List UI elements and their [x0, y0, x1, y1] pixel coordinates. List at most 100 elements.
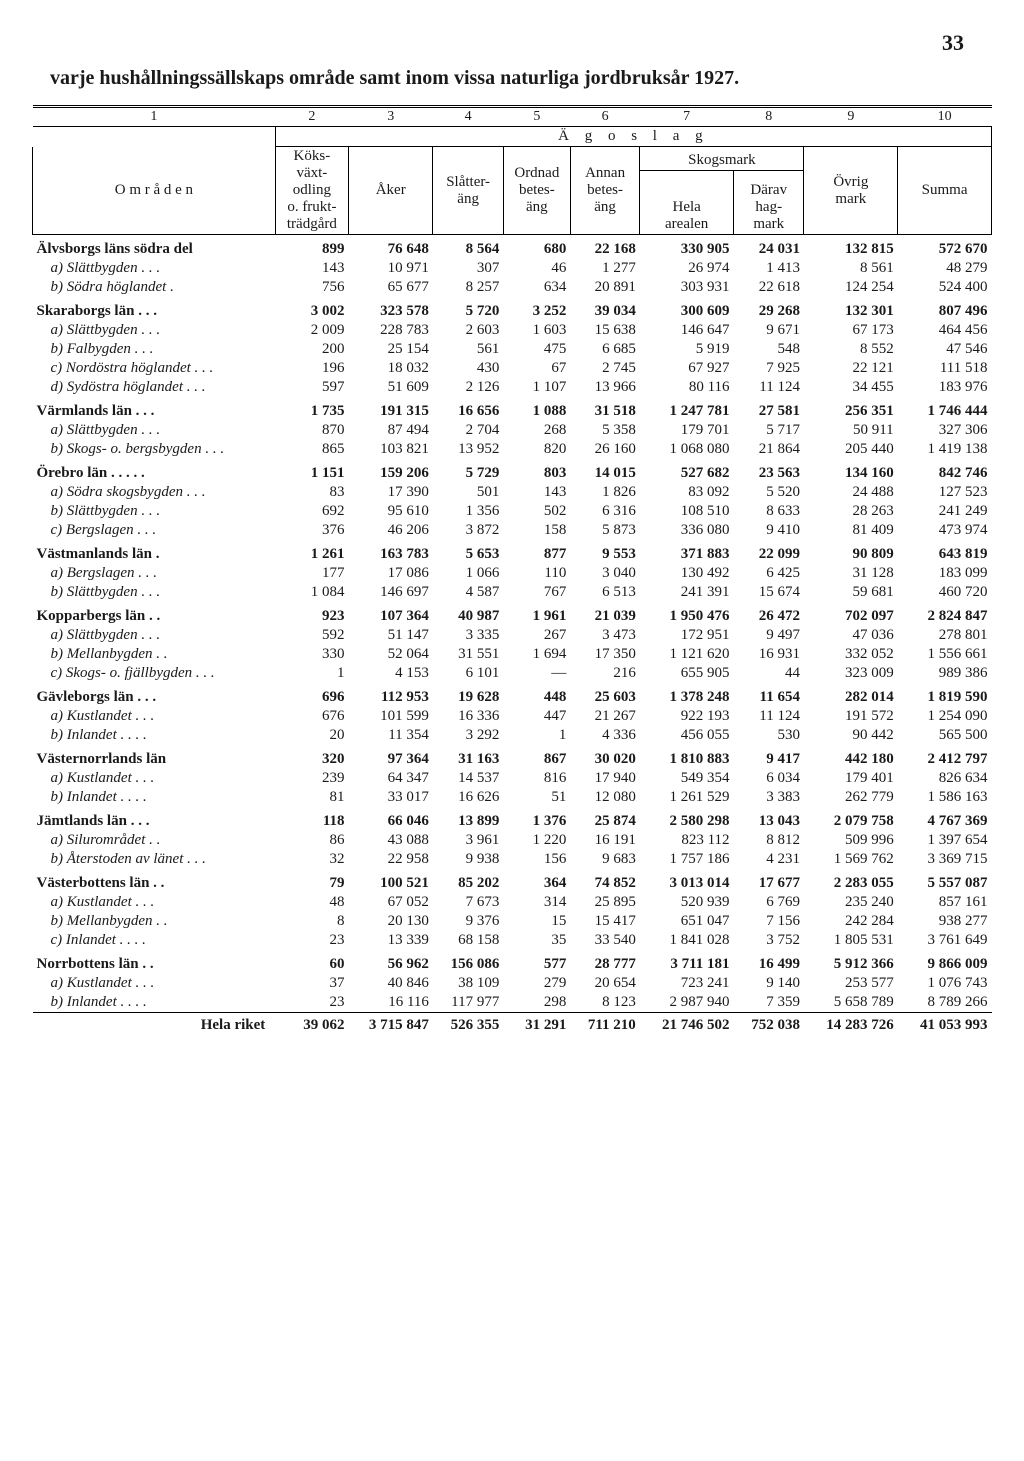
cell: 68 158	[433, 931, 503, 950]
cell: 877	[503, 540, 570, 564]
cell: 23	[275, 993, 348, 1013]
cell: 2 009	[275, 321, 348, 340]
cell: 11 654	[734, 683, 804, 707]
cell: 64 347	[349, 769, 433, 788]
cell: 330 905	[640, 235, 734, 260]
cell: 7 925	[734, 359, 804, 378]
cell: 364	[503, 869, 570, 893]
cell: 6 685	[570, 340, 639, 359]
table-row: Västerbottens län . .79100 52185 2023647…	[33, 869, 992, 893]
cell: 572 670	[898, 235, 992, 260]
header-row: O m r å d e n Köks- växt- odling o. fruk…	[33, 147, 992, 171]
cell: 39 062	[275, 1013, 348, 1036]
cell: 50 911	[804, 421, 898, 440]
cell: 134 160	[804, 459, 898, 483]
cell: 1 757 186	[640, 850, 734, 869]
cell: 475	[503, 340, 570, 359]
cell: 282 014	[804, 683, 898, 707]
cell: 1 261	[275, 540, 348, 564]
cell: 25 895	[570, 893, 639, 912]
cell: 17 086	[349, 564, 433, 583]
cell: 83 092	[640, 483, 734, 502]
cell: 241 249	[898, 502, 992, 521]
cell: 857 161	[898, 893, 992, 912]
table-row: a) Kustlandet . . .4867 0527 67331425 89…	[33, 893, 992, 912]
cell: 100 521	[349, 869, 433, 893]
table-row: a) Slättbygden . . .87087 4942 7042685 3…	[33, 421, 992, 440]
cell: 938 277	[898, 912, 992, 931]
cell: 13 899	[433, 807, 503, 831]
cell: 163 783	[349, 540, 433, 564]
cell: 13 952	[433, 440, 503, 459]
cell: 67 173	[804, 321, 898, 340]
cell: 5 557 087	[898, 869, 992, 893]
cell: 9 410	[734, 521, 804, 540]
cell: 5 729	[433, 459, 503, 483]
table-row: a) Södra skogsbygden . . .8317 390501143…	[33, 483, 992, 502]
cell: 327 306	[898, 421, 992, 440]
cell: 17 940	[570, 769, 639, 788]
cell: 31 291	[503, 1013, 570, 1036]
cell: 303 931	[640, 278, 734, 297]
cell: 159 206	[349, 459, 433, 483]
cell: 19 628	[433, 683, 503, 707]
cell: 40 846	[349, 974, 433, 993]
cell: 90 809	[804, 540, 898, 564]
cell: 37	[275, 974, 348, 993]
cell: 1 121 620	[640, 645, 734, 664]
cell: 807 496	[898, 297, 992, 321]
row-label: a) Slättbygden . . .	[33, 626, 276, 645]
cell: 17 390	[349, 483, 433, 502]
cell: 870	[275, 421, 348, 440]
page-title: varje hushållningssällskaps område samt …	[50, 66, 974, 91]
table-row: a) Kustlandet . . .3740 84638 10927920 6…	[33, 974, 992, 993]
cell: 228 783	[349, 321, 433, 340]
row-label: c) Skogs- o. fjällbygden . . .	[33, 664, 276, 683]
cell: 239	[275, 769, 348, 788]
row-label: Västerbottens län . .	[33, 869, 276, 893]
cell: 16 499	[734, 950, 804, 974]
cell: 24 031	[734, 235, 804, 260]
cell: 65 677	[349, 278, 433, 297]
cell: 8 789 266	[898, 993, 992, 1013]
cell: 6 425	[734, 564, 804, 583]
table-row: c) Bergslagen . . .37646 2063 8721585 87…	[33, 521, 992, 540]
row-label: c) Nordöstra höglandet . . .	[33, 359, 276, 378]
cell: 52 064	[349, 645, 433, 664]
cell: 268	[503, 421, 570, 440]
cell: 9 938	[433, 850, 503, 869]
cell: 527 682	[640, 459, 734, 483]
cell: 158	[503, 521, 570, 540]
cell: 711 210	[570, 1013, 639, 1036]
row-label: b) Södra höglandet .	[33, 278, 276, 297]
cell: 320	[275, 745, 348, 769]
cell: 47 036	[804, 626, 898, 645]
cell: 651 047	[640, 912, 734, 931]
cell: —	[503, 664, 570, 683]
hdr-omraden: O m r å d e n	[33, 147, 276, 235]
cell: 9 376	[433, 912, 503, 931]
table-body: Älvsborgs läns södra del89976 6488 56468…	[33, 235, 992, 1036]
cell: 18 032	[349, 359, 433, 378]
cell: 74 852	[570, 869, 639, 893]
cell: 526 355	[433, 1013, 503, 1036]
cell: 3 369 715	[898, 850, 992, 869]
cell: 1 603	[503, 321, 570, 340]
cell: 146 697	[349, 583, 433, 602]
hdr-annan: Annan betes- äng	[570, 147, 639, 235]
cell: 923	[275, 602, 348, 626]
cell: 6 034	[734, 769, 804, 788]
cell: 989 386	[898, 664, 992, 683]
cell: 24 488	[804, 483, 898, 502]
cell: 9 671	[734, 321, 804, 340]
cell: 51	[503, 788, 570, 807]
table-row: Skaraborgs län . . .3 002323 5785 7203 2…	[33, 297, 992, 321]
cell: 2 603	[433, 321, 503, 340]
cell: 47 546	[898, 340, 992, 359]
cell: 111 518	[898, 359, 992, 378]
cell: 83	[275, 483, 348, 502]
cell: 81 409	[804, 521, 898, 540]
hdr-skog: Skogsmark	[640, 147, 804, 171]
cell: 655 905	[640, 664, 734, 683]
cell: 1 810 883	[640, 745, 734, 769]
